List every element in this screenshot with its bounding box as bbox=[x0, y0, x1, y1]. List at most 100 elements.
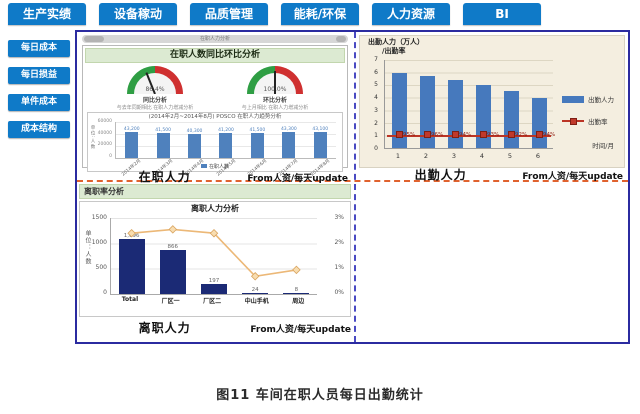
trend-bar-slot: 41,500 2014年6月 bbox=[247, 128, 268, 178]
headcount-trend-chart: (2014年2月~2014年8月) POSCO 在职人力趋势分析 单位:人数 6… bbox=[87, 112, 343, 178]
rate-label: 92% bbox=[515, 132, 528, 139]
rate-marker bbox=[452, 131, 459, 139]
tab-4[interactable]: 能耗/环保 bbox=[281, 3, 359, 25]
attrition-left-ticks: 1500 1000 500 0 bbox=[89, 214, 107, 296]
sidebar-item-2[interactable]: 每日损益 bbox=[8, 67, 70, 84]
gauge-note: 与上月相比 在职人力增减分析 bbox=[241, 105, 309, 111]
gauge-hole bbox=[134, 73, 176, 94]
y-tick: 5 bbox=[374, 81, 378, 89]
titlebar-scroll-knob-right[interactable] bbox=[336, 36, 346, 42]
bar bbox=[447, 80, 463, 148]
headcount-footer-source: From人资/每天update bbox=[247, 174, 348, 184]
y-tick-right: 1% bbox=[334, 264, 344, 271]
attrition-bars: 1,096866197248 bbox=[111, 218, 317, 294]
bar bbox=[159, 250, 186, 294]
headcount-window: 在职人力分析 在职人数同比环比分析 86.4% 同比分析 与去年同期相比 在职人力增… bbox=[82, 35, 348, 178]
attrition-bar-slot: 197 bbox=[194, 278, 234, 294]
attrition-panel: 离职率分析 离职人力分析 单位：人数 1500 1000 500 0 3% 2% 1% 0%… bbox=[79, 184, 351, 336]
gauge-needle bbox=[274, 71, 276, 94]
window-title: 在职人力分析 bbox=[199, 36, 230, 42]
attendance-plot-area: 95% 96% 94% 93% 92% 94% bbox=[384, 60, 555, 149]
attrition-bar-slot: 8 bbox=[276, 287, 316, 294]
bar bbox=[219, 133, 233, 158]
tab-6[interactable]: BI bbox=[463, 3, 541, 25]
headcount-analysis-header: 在职人数同比环比分析 bbox=[85, 48, 345, 63]
attendance-rate-line bbox=[387, 135, 551, 137]
rate-label: 96% bbox=[431, 132, 444, 139]
bar-value-label: 43,300 bbox=[280, 127, 297, 132]
attendance-y-ticks: 7 6 5 4 3 2 1 0 bbox=[366, 56, 378, 152]
attrition-bar-slot: 866 bbox=[153, 244, 193, 294]
sidebar-item-3[interactable]: 单件成本 bbox=[8, 94, 70, 111]
y-tick: 0 bbox=[103, 289, 107, 296]
bar bbox=[200, 284, 227, 294]
tab-5[interactable]: 人力资源 bbox=[372, 3, 450, 25]
y-tick: 500 bbox=[95, 264, 107, 271]
bar-value-label: 43,200 bbox=[123, 127, 140, 132]
legend-item-attendance: 出勤人力 bbox=[562, 94, 614, 104]
trend-bar-slot: 43,100 2014年8月 bbox=[310, 127, 331, 178]
bar bbox=[391, 72, 407, 148]
rate-marker bbox=[395, 131, 403, 139]
tab-3[interactable]: 品质管理 bbox=[190, 3, 268, 25]
x-tick: 2 bbox=[423, 152, 429, 160]
y-tick: 2 bbox=[374, 119, 378, 127]
trend-bar-slot: 43,300 2014年7月 bbox=[279, 127, 300, 178]
bar-value-label: 43,100 bbox=[312, 127, 329, 132]
bar bbox=[250, 133, 264, 158]
rate-marker bbox=[480, 131, 487, 139]
attrition-footer-label: 离职人力 bbox=[138, 321, 191, 335]
rate-label: 93% bbox=[487, 132, 500, 139]
y-tick-right: 0% bbox=[334, 289, 344, 296]
horizontal-dashed-divider bbox=[77, 180, 628, 182]
trend-chart-title: (2014年2月~2014年8月) POSCO 在职人力趋势分析 bbox=[148, 114, 282, 120]
bar-value-label: 866 bbox=[167, 244, 179, 251]
x-tick: 4 bbox=[479, 152, 485, 160]
sidebar-item-1[interactable]: 每日成本 bbox=[8, 40, 70, 57]
bar-value-label: 197 bbox=[208, 278, 220, 284]
trend-y-axis-label: 单位:人数 bbox=[90, 125, 95, 150]
tab-2[interactable]: 设备稼动 bbox=[99, 3, 177, 25]
bar bbox=[282, 132, 296, 158]
bar bbox=[242, 292, 269, 294]
attendance-x-axis-label: 时间/月 bbox=[592, 142, 614, 150]
bar bbox=[188, 134, 202, 158]
y-tick: 40000 bbox=[97, 130, 112, 136]
attrition-chart-title: 离职人力分析 bbox=[191, 204, 239, 213]
y-tick: 1500 bbox=[91, 214, 107, 221]
bar-value-label: 40,300 bbox=[186, 129, 203, 134]
trend-y-ticks: 60000 40000 20000 0 bbox=[94, 119, 112, 159]
y-tick: 60000 bbox=[97, 119, 112, 124]
bar-value-label: 41,500 bbox=[249, 128, 266, 133]
rate-marker bbox=[508, 131, 515, 139]
trend-bar-slot: 43,200 2014年2月 bbox=[121, 127, 142, 178]
titlebar-scroll-knob-left[interactable] bbox=[84, 36, 104, 42]
headcount-footer-label: 在职人力 bbox=[138, 170, 191, 184]
bar bbox=[283, 293, 310, 294]
attrition-rate-line bbox=[127, 225, 301, 281]
window-titlebar[interactable]: 在职人力分析 bbox=[82, 35, 348, 43]
bar-value-label: 41,200 bbox=[218, 128, 234, 133]
x-tick: 6 bbox=[535, 152, 541, 160]
dashboard-main-box: 在职人力分析 在职人数同比环比分析 86.4% 同比分析 与去年同期相比 在职人力增… bbox=[75, 30, 630, 344]
gauge-arc: 86.4% bbox=[127, 66, 183, 94]
sidebar-item-4[interactable]: 成本结构 bbox=[8, 121, 70, 138]
top-tab-bar: 生产实绩 设备稼动 品质管理 能耗/环保 人力资源 BI bbox=[8, 3, 541, 25]
trend-legend: 在职人数 bbox=[88, 163, 342, 170]
trend-bars: 43,200 2014年2月 41,500 2014年3月 40,300 2014年4月 4… bbox=[116, 122, 336, 178]
rate-marker bbox=[536, 131, 543, 139]
attrition-panel-header: 离职率分析 bbox=[79, 184, 351, 199]
y-tick: 7 bbox=[374, 56, 378, 63]
trend-bar-slot: 40,300 2014年4月 bbox=[184, 129, 205, 178]
y-tick: 20000 bbox=[97, 142, 112, 148]
rate-label: 95% bbox=[403, 132, 416, 139]
trend-bar-slot: 41,200 2014年5月 bbox=[216, 128, 237, 178]
tab-1[interactable]: 生产实绩 bbox=[8, 3, 86, 25]
rate-label: 94% bbox=[459, 132, 472, 139]
attendance-chart-title: 出勤人力（万人） /出勤率 bbox=[368, 38, 424, 56]
bar-value-label: 41,500 bbox=[155, 128, 171, 133]
bar-value-label: 8 bbox=[294, 287, 299, 293]
